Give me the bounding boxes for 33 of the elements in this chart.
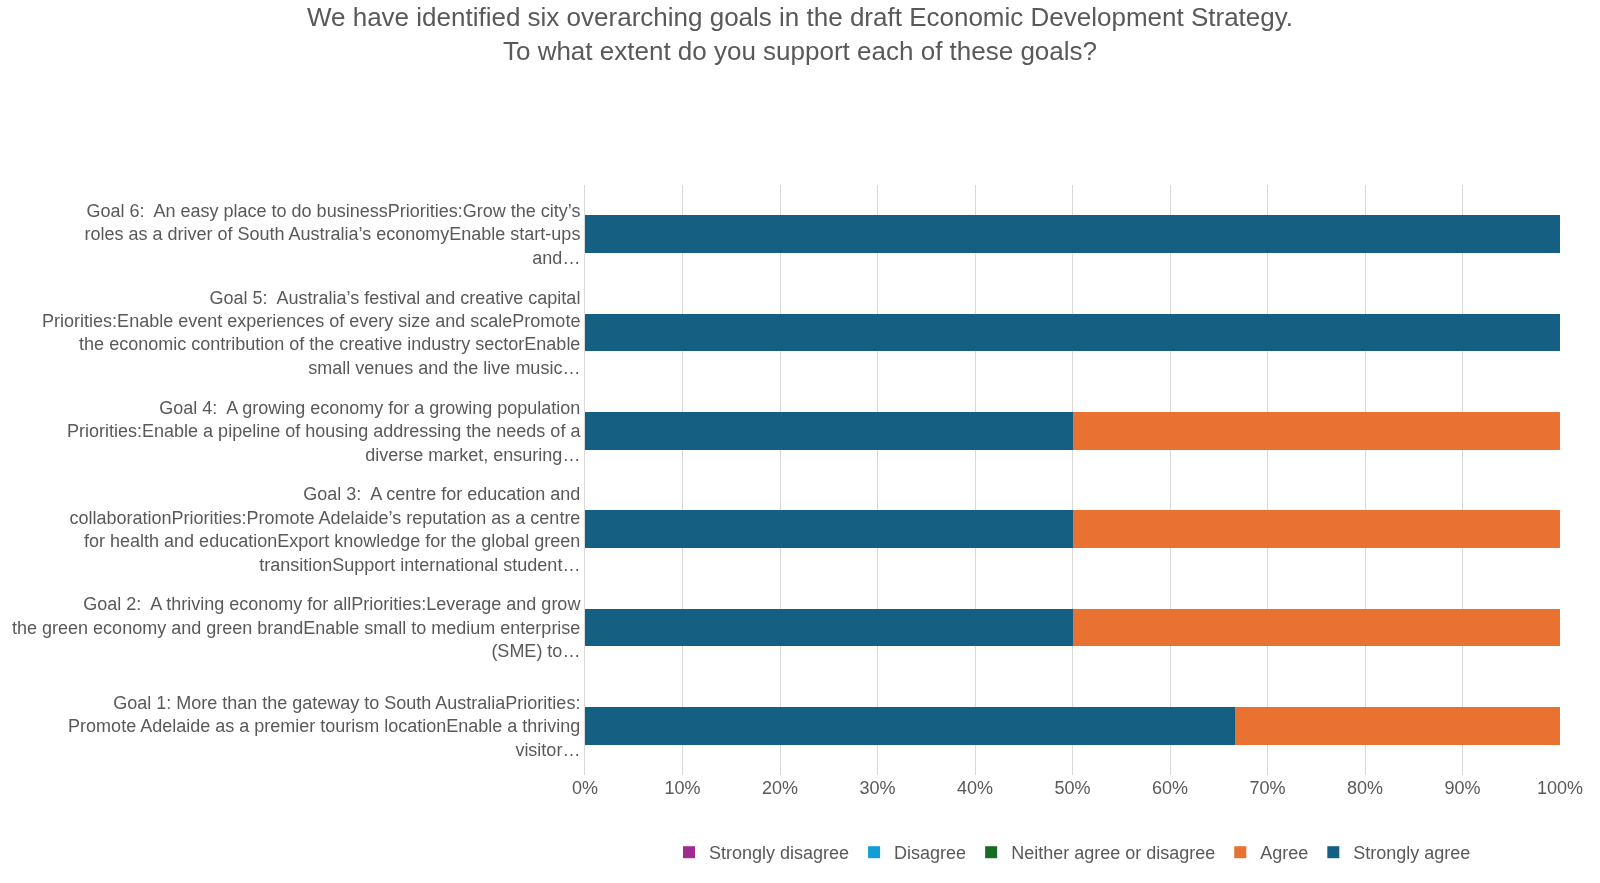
x-tick-label: 80%	[1346, 778, 1384, 798]
bar	[585, 510, 1073, 548]
x-tick-label: 10%	[664, 778, 701, 798]
y-tick-label: Goal 2: A thriving economy for allPriorities:Leverage and grow the green economy and green brandEnable small to medium enterprise (SME) to…	[12, 594, 582, 662]
chart-title: We have identified six overarching goals in the draft Economic Development Strategy. To what extent do you support each of these goals?	[306, 2, 1294, 67]
y-tick-label: Goal 1: More than the gateway to South AustraliaPriorities: Promote Adelaide as a premier tourism locationEnable a thriving visitor…	[68, 692, 581, 760]
x-tick-label: 50%	[1054, 778, 1091, 798]
legend-label: Agree	[1260, 843, 1309, 864]
y-tick-label: Goal 6: An easy place to do businessPriorities:Grow the city’s roles as a driver of South Australia’s economyEnable start-ups and…	[84, 201, 581, 268]
y-tick-label: Goal 4: A growing economy for a growing population Priorities:Enable a pipeline of housing addressing the needs of a diverse market, ensuring…	[67, 397, 582, 465]
bar	[585, 707, 1236, 745]
bar	[585, 412, 1073, 450]
bar	[1072, 510, 1560, 548]
x-tick-label: 100%	[1536, 778, 1584, 798]
legend-label: Strongly agree	[1353, 843, 1471, 864]
x-tick-label: 70%	[1249, 778, 1286, 798]
x-tick-label: 60%	[1151, 778, 1189, 798]
legend-label: Strongly disagree	[709, 843, 850, 864]
x-tick-label: 0%	[571, 778, 599, 798]
bar	[585, 608, 1073, 647]
bar	[585, 313, 1560, 352]
x-tick-label: 20%	[761, 778, 799, 798]
x-tick-label: 40%	[956, 778, 994, 798]
bar	[585, 215, 1560, 253]
legend-label: Neither agree or disagree	[1011, 843, 1216, 864]
y-tick-label: Goal 3: A centre for education and collaborationPriorities:Promote Adelaide’s reputation as a centre for health and educationExport knowledge for the global green transitionSupport international student…	[69, 484, 581, 575]
bar	[1072, 412, 1560, 450]
y-tick-label: Goal 5: Australia’s festival and creative capital Priorities:Enable event experiences of every size and scalePromote the economic contribution of the creative industry sectorEnable small venues and the live music…	[42, 287, 581, 378]
bar	[1235, 707, 1560, 745]
legend-label: Disagree	[894, 843, 967, 864]
x-tick-label: 90%	[1444, 778, 1481, 798]
x-tick-label: 30%	[859, 778, 896, 798]
bar	[1072, 608, 1560, 647]
